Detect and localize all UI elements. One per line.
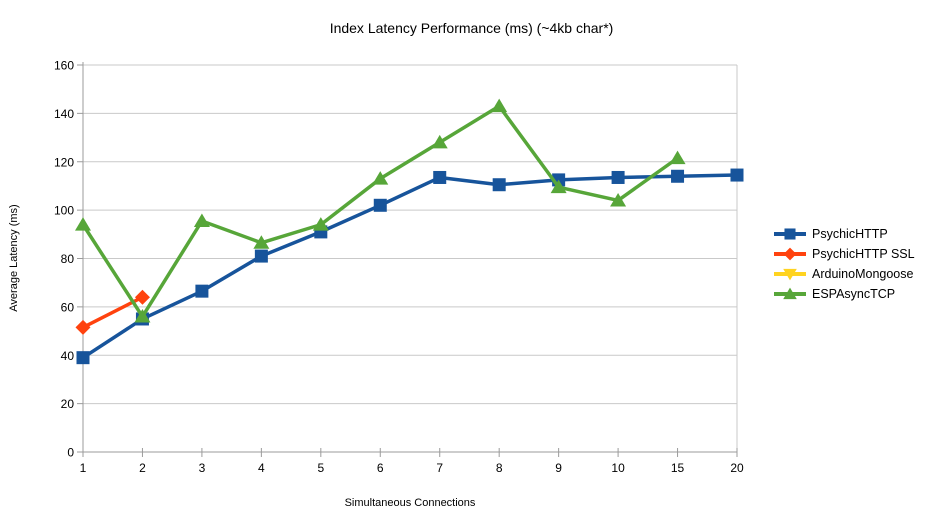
triangle-up-marker-3 bbox=[193, 213, 210, 228]
x-tick-label-2: 2 bbox=[139, 461, 146, 475]
x-tick-label-7: 7 bbox=[436, 461, 443, 475]
y-tick-label-160: 160 bbox=[54, 59, 74, 73]
x-tick-label-15: 15 bbox=[671, 461, 685, 475]
square-marker-20 bbox=[730, 168, 744, 182]
series-espasynctcp bbox=[75, 98, 686, 323]
x-tick-label-20: 20 bbox=[730, 461, 744, 475]
legend-swatch bbox=[774, 247, 806, 261]
triangle-up-marker-6 bbox=[372, 171, 389, 185]
chart-title: Index Latency Performance (ms) (~4kb cha… bbox=[329, 20, 614, 36]
x-tick-label-3: 3 bbox=[199, 461, 206, 475]
x-tick-label-8: 8 bbox=[496, 461, 503, 475]
legend: PsychicHTTP PsychicHTTP SSL ArduinoMongoos… bbox=[773, 226, 915, 302]
square-marker-4 bbox=[254, 249, 268, 263]
y-tick-label-120: 120 bbox=[54, 155, 74, 169]
y-tick-label-80: 80 bbox=[61, 252, 75, 266]
legend-label: PsychicHTTP bbox=[812, 227, 888, 241]
series-line bbox=[82, 173, 738, 360]
square-marker-legend bbox=[784, 228, 796, 240]
y-tick-label-140: 140 bbox=[54, 107, 74, 121]
x-tick-label-1: 1 bbox=[80, 461, 87, 475]
triangle-up-marker-15 bbox=[669, 150, 686, 165]
square-marker-3 bbox=[195, 284, 209, 298]
legend-label: ArduinoMongoose bbox=[812, 267, 914, 281]
x-tick-label-9: 9 bbox=[555, 461, 562, 475]
x-tick-label-10: 10 bbox=[611, 461, 625, 475]
triangle-up-marker-10 bbox=[610, 192, 627, 207]
square-marker-7 bbox=[433, 170, 447, 184]
legend-swatch bbox=[774, 268, 806, 281]
x-tick-label-5: 5 bbox=[317, 461, 324, 475]
legend-item-arduinomongoose: ArduinoMongoose bbox=[773, 266, 915, 282]
series-psychichttp bbox=[76, 168, 744, 365]
square-marker-6 bbox=[373, 198, 387, 212]
y-axis-title: Average Latency (ms) bbox=[8, 204, 20, 312]
y-tick-label-0: 0 bbox=[67, 446, 74, 460]
diamond-marker-1 bbox=[75, 319, 91, 335]
legend-item-espasynctcp: ESPAsyncTCP bbox=[773, 286, 915, 302]
diamond-marker-legend bbox=[783, 247, 797, 261]
square-marker-8 bbox=[492, 178, 506, 192]
y-tick-label-20: 20 bbox=[61, 397, 75, 411]
triangle-up-marker-8 bbox=[491, 98, 508, 113]
legend-label: ESPAsyncTCP bbox=[812, 287, 896, 301]
legend-item-psychichttp-ssl: PsychicHTTP SSL bbox=[773, 246, 915, 262]
legend-label: PsychicHTTP SSL bbox=[812, 247, 915, 261]
x-axis-title: Simultaneous Connections bbox=[344, 497, 476, 509]
y-tick-label-100: 100 bbox=[54, 204, 74, 218]
triangle-up-marker-7 bbox=[431, 134, 448, 149]
y-tick-label-40: 40 bbox=[61, 349, 75, 363]
triangle-up-marker-1 bbox=[75, 217, 91, 231]
triangle-up-marker-4 bbox=[253, 235, 270, 249]
triangle-up-marker-9 bbox=[550, 179, 567, 194]
triangle-up-marker-legend bbox=[783, 287, 797, 300]
square-marker-1 bbox=[76, 351, 90, 365]
square-marker-10 bbox=[611, 170, 625, 184]
legend-swatch bbox=[774, 287, 806, 300]
x-tick-label-6: 6 bbox=[377, 461, 384, 475]
triangle-up-marker-5 bbox=[312, 217, 329, 231]
triangle-down-marker-legend bbox=[783, 268, 797, 281]
diamond-marker-2 bbox=[134, 289, 150, 305]
y-tick-label-60: 60 bbox=[61, 300, 75, 314]
legend-item-psychichttp: PsychicHTTP bbox=[773, 226, 915, 242]
legend-swatch bbox=[774, 228, 806, 240]
square-marker-15 bbox=[671, 169, 685, 183]
triangle-up-marker-2 bbox=[134, 309, 151, 323]
x-tick-label-4: 4 bbox=[258, 461, 265, 475]
